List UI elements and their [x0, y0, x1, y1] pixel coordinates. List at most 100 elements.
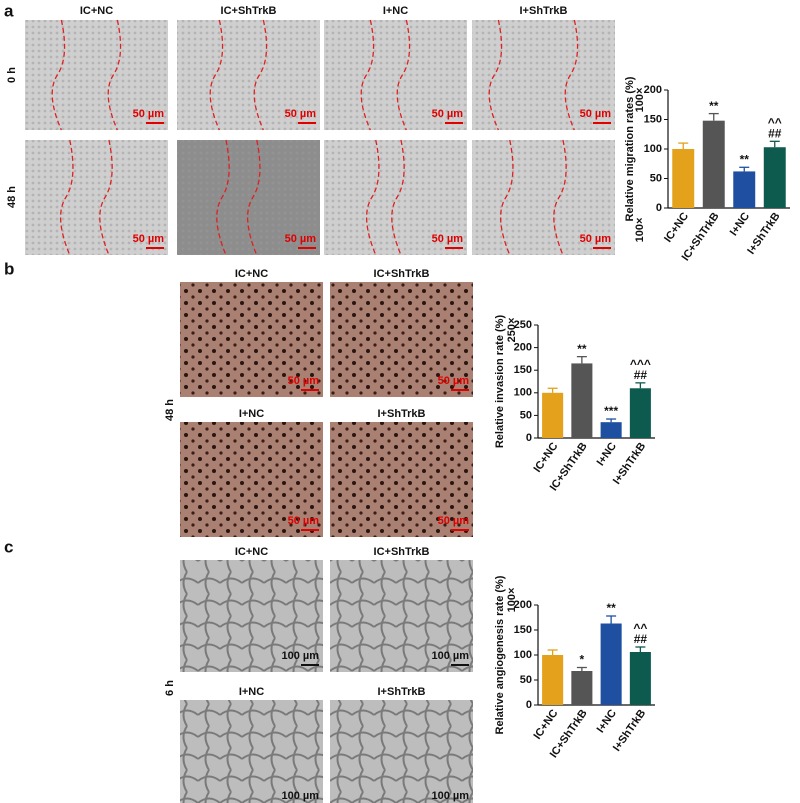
- significance: ***: [604, 404, 618, 418]
- micrograph-texture: [177, 20, 320, 130]
- scale-bar-label: 100 µm: [281, 790, 319, 802]
- bar: [571, 363, 593, 438]
- wound-edge: [60, 139, 74, 256]
- y-tick-label: 50: [650, 172, 662, 184]
- bar: [600, 422, 622, 438]
- column-label: I+NC: [239, 408, 264, 420]
- magnification: 250×: [506, 318, 518, 343]
- x-tick-label: IC+NC: [662, 210, 691, 244]
- scale-bar-label: 100 µm: [281, 650, 319, 662]
- x-tick-label: I+NC: [728, 210, 752, 238]
- wound-edge: [99, 139, 113, 256]
- wound-edge: [247, 139, 261, 256]
- micrograph-texture: [472, 20, 615, 130]
- row-label: 0 h: [6, 67, 18, 83]
- scale-bar-label: 50 µm: [438, 375, 470, 387]
- wound-edge: [51, 19, 66, 131]
- scale-bar-label: 50 µm: [438, 515, 470, 527]
- scale-bar-label: 50 µm: [580, 108, 612, 120]
- significance: ##: [634, 368, 648, 382]
- significance: **: [740, 152, 750, 166]
- scale-bar-label: 50 µm: [285, 108, 317, 120]
- micrograph-texture: [330, 422, 473, 537]
- wound-edge: [366, 139, 380, 256]
- micrograph-texture: [472, 140, 615, 255]
- y-tick-label: 150: [514, 624, 532, 636]
- y-tick-label: 0: [656, 202, 662, 214]
- bar: [629, 652, 651, 705]
- scale-bar-label: 100 µm: [431, 790, 469, 802]
- scale-bar-label: 50 µm: [285, 233, 317, 245]
- scale-bar-label: 100 µm: [431, 650, 469, 662]
- y-tick-label: 100: [514, 649, 532, 661]
- bar: [672, 149, 695, 208]
- magnification: 100×: [506, 588, 518, 613]
- micrograph-texture: [180, 422, 323, 537]
- y-tick-label: 150: [514, 364, 532, 376]
- column-label: I+NC: [239, 686, 264, 698]
- y-axis-label: Relative migration rates (%): [624, 76, 636, 221]
- scale-bar-label: 50 µm: [133, 108, 165, 120]
- scale-bar-label: 50 µm: [432, 108, 464, 120]
- column-label: IC+ShTrkB: [374, 268, 430, 280]
- y-tick-label: 250: [514, 319, 532, 331]
- row-label: 6 h: [164, 680, 176, 696]
- wound-edge: [107, 19, 122, 131]
- micrograph-texture: [177, 140, 320, 255]
- column-label: IC+ShTrkB: [221, 5, 277, 17]
- x-tick-label: IC+NC: [532, 440, 561, 474]
- micrograph-texture: [180, 282, 323, 397]
- x-tick-label: IC+NC: [532, 707, 561, 741]
- wound-edge: [564, 19, 579, 131]
- bar: [763, 147, 786, 208]
- micrograph-texture: [25, 20, 168, 130]
- significance: ^^: [633, 621, 647, 635]
- bar: [702, 120, 725, 208]
- scale-bar-label: 50 µm: [580, 233, 612, 245]
- significance: ^^^: [630, 357, 651, 371]
- wound-edge: [396, 19, 411, 131]
- panel-letter: c: [4, 537, 13, 556]
- y-tick-label: 50: [520, 409, 532, 421]
- scale-bar-label: 50 µm: [288, 515, 320, 527]
- column-label: I+ShTrkB: [378, 686, 426, 698]
- y-axis-label: Relative invasion rate (%): [494, 315, 506, 449]
- micrograph-texture: [324, 140, 467, 255]
- wound-edge: [391, 139, 405, 256]
- wound-edge: [488, 19, 503, 131]
- significance: ##: [768, 127, 782, 141]
- scale-bar-label: 50 µm: [288, 375, 320, 387]
- scale-bar-label: 50 µm: [133, 233, 165, 245]
- x-tick-label: I+NC: [595, 707, 619, 735]
- y-tick-label: 0: [526, 699, 532, 711]
- bar: [629, 388, 651, 438]
- wound-edge: [500, 139, 514, 256]
- micrograph-texture: [330, 282, 473, 397]
- magnification: 100×: [634, 88, 646, 113]
- column-label: IC+NC: [235, 546, 268, 558]
- wound-edge: [553, 139, 567, 256]
- bar: [542, 392, 564, 438]
- significance: **: [709, 99, 719, 113]
- row-label: 48 h: [6, 186, 18, 208]
- column-label: I+ShTrkB: [520, 5, 568, 17]
- wound-edge: [253, 19, 268, 131]
- panel-letter: b: [4, 259, 14, 278]
- scale-bar-label: 50 µm: [432, 233, 464, 245]
- y-tick-label: 0: [526, 432, 532, 444]
- x-tick-label: I+NC: [595, 440, 619, 468]
- micrograph-texture: [180, 700, 323, 803]
- y-tick-label: 200: [514, 342, 532, 354]
- micrograph-texture: [330, 560, 473, 672]
- significance: *: [580, 653, 585, 667]
- y-tick-label: 200: [514, 599, 532, 611]
- significance: **: [577, 342, 587, 356]
- column-label: IC+NC: [80, 5, 113, 17]
- bar: [600, 623, 622, 705]
- row-label: 48 h: [164, 399, 176, 421]
- significance: ##: [634, 632, 648, 646]
- micrograph-texture: [25, 140, 168, 255]
- bar: [733, 171, 756, 208]
- column-label: IC+ShTrkB: [374, 546, 430, 558]
